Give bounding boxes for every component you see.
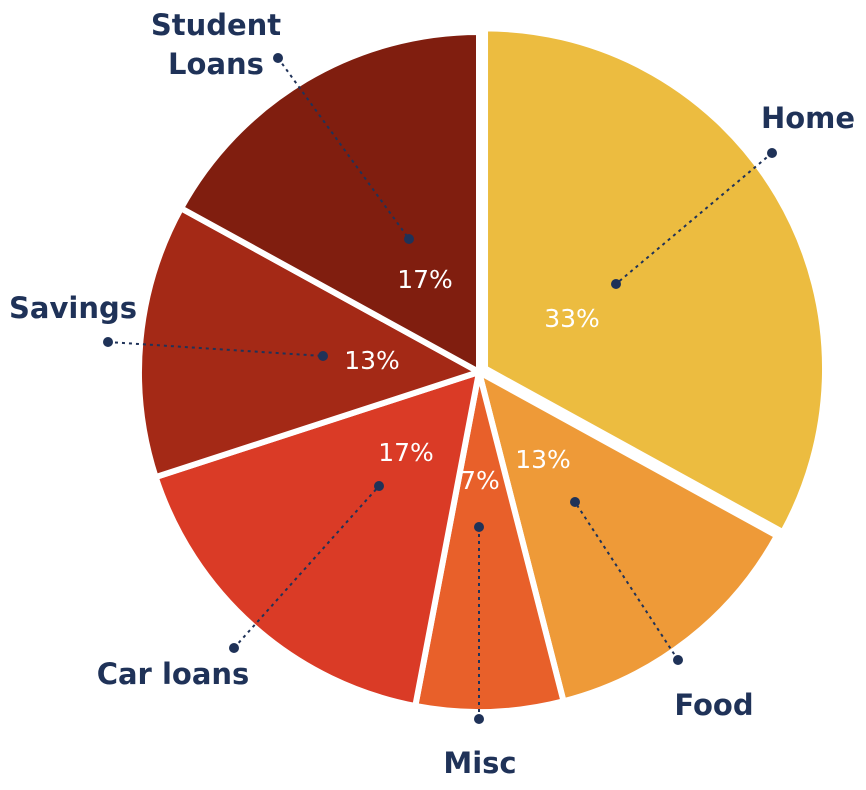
pie-slice-savings (136, 204, 487, 481)
leader-line-savings (107, 341, 324, 357)
value-label-home: 33% (544, 304, 600, 333)
category-label-student-loans: Student Loans (151, 8, 281, 81)
value-label-car-loans: 17% (378, 438, 434, 467)
leader-line-car-loans (233, 485, 380, 649)
pie-slice-home (482, 25, 829, 537)
leader-dot-food-outer (673, 655, 683, 665)
leader-dot-student-loans-outer (273, 53, 283, 63)
leader-dot-food-inner (570, 497, 580, 507)
value-label-student-loans: 17% (397, 265, 453, 294)
category-label-misc: Misc (443, 746, 516, 780)
leader-dot-car-loans-outer (229, 643, 239, 653)
category-labels: Home Food Misc Car loans Savings Student Loans (9, 8, 855, 780)
pie-slices (136, 25, 829, 715)
category-label-home: Home (761, 101, 855, 135)
pie-slice-misc (411, 371, 568, 715)
value-label-misc: 7% (460, 466, 500, 495)
leader-dot-savings-inner (318, 351, 328, 361)
leader-dot-home-inner (611, 279, 621, 289)
pie-slice-student-loans (176, 28, 482, 378)
pie-slice-car-loans (151, 367, 483, 710)
value-label-savings: 13% (344, 346, 400, 375)
category-label-food: Food (674, 688, 753, 722)
leader-line-home (615, 152, 773, 285)
leader-dot-savings-outer (103, 337, 113, 347)
leader-lines (103, 53, 777, 724)
category-label-savings: Savings (9, 291, 137, 325)
pie-slice-food (474, 366, 782, 705)
value-label-food: 13% (515, 445, 571, 474)
leader-dot-misc-outer (474, 714, 484, 724)
leader-dot-home-outer (767, 148, 777, 158)
leader-dot-student-loans-inner (404, 234, 414, 244)
percentage-labels: 33% 13% 7% 17% 13% 17% (344, 265, 600, 495)
leader-line-student-loans (277, 57, 410, 240)
category-label-car-loans: Car loans (97, 657, 250, 691)
leader-dot-car-loans-inner (374, 481, 384, 491)
leader-dot-misc-inner (474, 522, 484, 532)
